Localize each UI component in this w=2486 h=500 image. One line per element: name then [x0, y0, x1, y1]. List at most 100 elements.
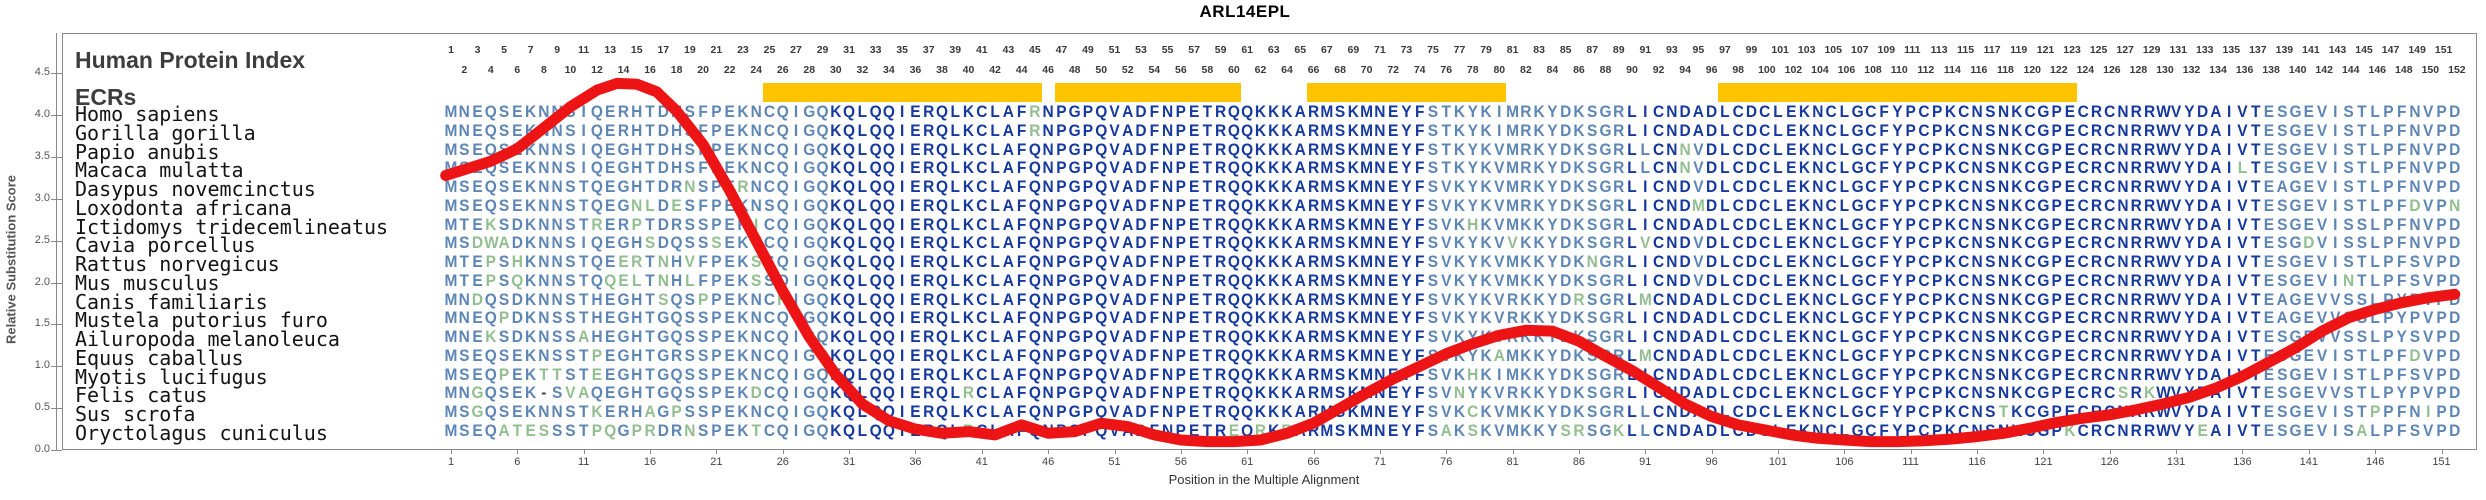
sequence-cell: D	[657, 197, 669, 216]
sequence-cell: A	[2210, 141, 2222, 159]
y-tick-mark	[51, 324, 62, 326]
sequence-cell: A	[2210, 159, 2222, 178]
sequence-cell: W	[2156, 141, 2171, 159]
sequence-cell: G	[1068, 141, 1081, 159]
column-number: 64	[1281, 64, 1293, 76]
column-number: 60	[1228, 64, 1240, 76]
sequence-cell: Q	[816, 178, 829, 197]
sequence-cell: F	[1879, 178, 1889, 197]
sequence-cell: K	[1268, 122, 1280, 141]
y-tick-mark	[51, 115, 62, 117]
sequence-cell: C	[1652, 103, 1665, 122]
sequence-cell: K	[1453, 141, 1466, 159]
sequence-cell: N	[1161, 159, 1174, 178]
sequence-cell: D	[2197, 122, 2209, 141]
sequence-cell: Q	[1241, 103, 1254, 122]
sequence-cell: L	[1773, 178, 1783, 197]
sequence-cell: C	[1652, 122, 1665, 141]
column-number: 112	[1917, 64, 1935, 76]
sequence-cell: S	[1985, 141, 1996, 159]
column-number: 146	[2368, 64, 2387, 76]
sequence-cell: F	[2396, 159, 2407, 178]
species-label: Gorilla gorilla	[75, 120, 256, 145]
sequence-cell: Q	[1241, 197, 1254, 216]
sequence-cell: Q	[1241, 159, 1254, 178]
x-tick-mark	[2176, 450, 2178, 454]
sequence-cell: T	[2250, 122, 2261, 141]
column-number: 97	[1719, 44, 1731, 56]
sequence-cell: Q	[843, 122, 856, 141]
sequence-cell: A	[1002, 197, 1014, 216]
sequence-cell: D	[2197, 103, 2209, 122]
sequence-cell: N	[2117, 122, 2129, 141]
sequence-cell: S	[684, 197, 696, 216]
sequence-cell: F	[1016, 122, 1027, 141]
sequence-cell: S	[2343, 122, 2354, 141]
sequence-cell: L	[1627, 122, 1637, 141]
sequence-cell: L	[950, 178, 960, 197]
sequence-cell: S	[498, 197, 510, 216]
sequence-cell: Y	[1467, 122, 1478, 141]
sequence-cell: R	[1307, 141, 1320, 159]
sequence-cell: F	[1016, 103, 1027, 122]
sequence-cell: P	[1056, 178, 1067, 197]
sequence-cell: K	[1480, 141, 1492, 159]
sequence-cell: I	[793, 122, 799, 141]
y-tick-label: 3.5	[34, 150, 50, 163]
sequence-cell: G	[2037, 103, 2050, 122]
sequence-cell: G	[803, 141, 816, 159]
sequence-cell: P	[1175, 197, 1186, 216]
sequence-cell: G	[1068, 159, 1081, 178]
column-number: 35	[896, 44, 908, 56]
sequence-cell: T	[645, 103, 655, 122]
column-number: 142	[2315, 64, 2333, 76]
sequence-cell: T	[2357, 159, 2367, 178]
chart-title: ARL14EPL	[1199, 2, 1291, 21]
sequence-cell: K	[1268, 103, 1280, 122]
sequence-cell: C	[2024, 122, 2036, 141]
sequence-cell: Y	[1467, 103, 1478, 122]
sequence-cell: P	[2051, 103, 2062, 122]
sequence-cell: M	[1360, 141, 1374, 159]
y-tick-label: 0.0	[34, 443, 50, 455]
sequence-cell: E	[1188, 197, 1200, 216]
sequence-cell: P	[1056, 141, 1067, 159]
sequence-cell: A	[1122, 159, 1134, 178]
column-number: 95	[1692, 44, 1705, 56]
sequence-cell: K	[1254, 141, 1267, 159]
sequence-cell: V	[2170, 141, 2182, 159]
sequence-cell: R	[1520, 178, 1532, 197]
sequence-cell: V	[2237, 141, 2248, 159]
sequence-cell: K	[1533, 159, 1545, 178]
column-number: 33	[869, 44, 882, 56]
sequence-cell: E	[2263, 141, 2275, 159]
sequence-cell: K	[1281, 103, 1293, 122]
sequence-cell: E	[671, 197, 682, 216]
sequence-cell: I	[1497, 122, 1502, 141]
sequence-cell: T	[1441, 103, 1451, 122]
sequence-cell: N	[2409, 159, 2421, 178]
sequence-cell: P	[1175, 159, 1186, 178]
sequence-cell: M	[1506, 141, 1520, 159]
column-number: 32	[856, 64, 869, 76]
sequence-cell: P	[1932, 122, 1943, 141]
sequence-cell: G	[2289, 103, 2302, 122]
sequence-cell: F	[1149, 122, 1160, 141]
sequence-cell: F	[1414, 122, 1425, 141]
x-tick-mark	[2308, 450, 2310, 454]
sequence-cell: R	[923, 159, 935, 178]
sequence-cell: E	[724, 159, 735, 178]
sequence-cell: E	[724, 197, 735, 216]
column-number: 58	[1201, 64, 1214, 76]
sequence-cell: Q	[816, 122, 829, 141]
sequence-cell: S	[498, 159, 510, 178]
sequence-cell: E	[1188, 103, 1200, 122]
sequence-cell: Q	[1241, 178, 1254, 197]
sequence-cell: L	[950, 159, 960, 178]
sequence-cell: Q	[1227, 159, 1240, 178]
sequence-cell: N	[2409, 122, 2421, 141]
sequence-cell: M	[1506, 103, 1520, 122]
sequence-cell: C	[1732, 178, 1744, 197]
column-number: 147	[2381, 44, 2400, 56]
sequence-cell: E	[512, 103, 523, 122]
